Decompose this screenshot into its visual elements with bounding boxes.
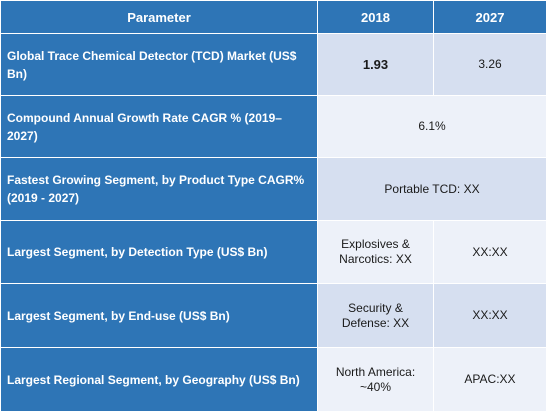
value-2018: North America: ~40% bbox=[318, 348, 434, 412]
value-merged: 6.1% bbox=[318, 96, 546, 158]
table-header-row: Parameter 2018 2027 bbox=[1, 1, 546, 34]
table-row: Compound Annual Growth Rate CAGR % (2019… bbox=[1, 96, 546, 158]
row-parameter-line: (2019 - 2027) bbox=[7, 189, 311, 207]
value-2018: 1.93 bbox=[318, 34, 434, 96]
row-parameter: Fastest Growing Segment, by Product Type… bbox=[1, 158, 318, 221]
table-row: Largest Segment, by End-use (US$ Bn) Sec… bbox=[1, 284, 546, 348]
header-2018: 2018 bbox=[318, 1, 434, 34]
value-2027: APAC:XX bbox=[434, 348, 546, 412]
table-row: Fastest Growing Segment, by Product Type… bbox=[1, 158, 546, 221]
row-parameter: Largest Segment, by Detection Type (US$ … bbox=[1, 221, 318, 284]
value-2027: 3.26 bbox=[434, 34, 546, 96]
row-parameter: Global Trace Chemical Detector (TCD) Mar… bbox=[1, 34, 318, 96]
value-2027: XX:XX bbox=[434, 221, 546, 284]
row-parameter: Largest Regional Segment, by Geography (… bbox=[1, 348, 318, 412]
value-merged: Portable TCD: XX bbox=[318, 158, 546, 221]
row-parameter: Largest Segment, by End-use (US$ Bn) bbox=[1, 284, 318, 348]
table-row: Global Trace Chemical Detector (TCD) Mar… bbox=[1, 34, 546, 96]
table-row: Largest Regional Segment, by Geography (… bbox=[1, 348, 546, 412]
value-2018: Explosives & Narcotics: XX bbox=[318, 221, 434, 284]
value-2018: Security & Defense: XX bbox=[318, 284, 434, 348]
header-parameter: Parameter bbox=[1, 1, 318, 34]
header-2027: 2027 bbox=[434, 1, 546, 34]
row-parameter: Compound Annual Growth Rate CAGR % (2019… bbox=[1, 96, 318, 158]
table-row: Largest Segment, by Detection Type (US$ … bbox=[1, 221, 546, 284]
value-2027: XX:XX bbox=[434, 284, 546, 348]
row-parameter-line: Fastest Growing Segment, by Product Type… bbox=[7, 171, 311, 189]
